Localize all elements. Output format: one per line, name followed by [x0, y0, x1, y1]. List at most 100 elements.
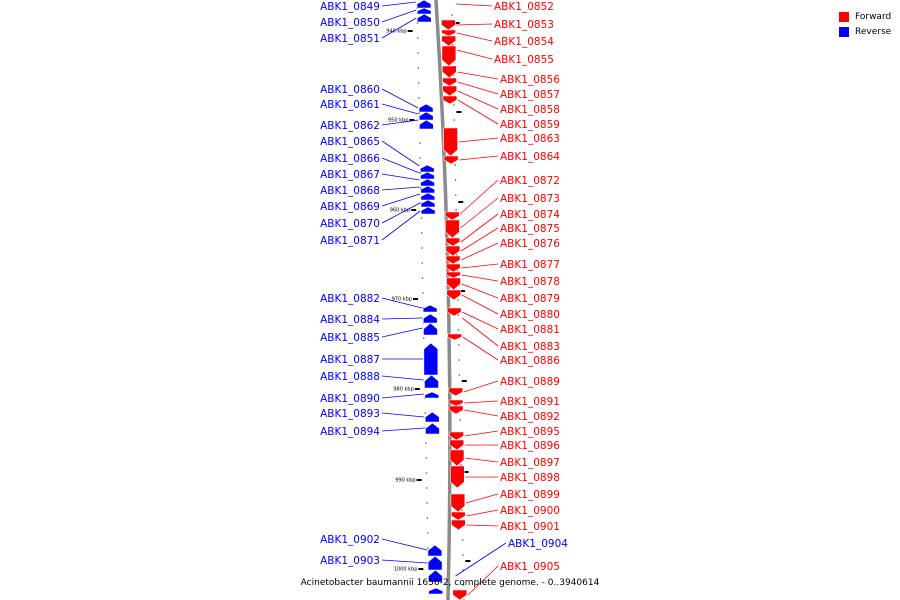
leader-line [460, 213, 499, 243]
forward-gene-arrow [449, 449, 465, 467]
reverse-gene-arrow [420, 206, 436, 215]
leader-line [464, 430, 499, 437]
reverse-gene-label: ABK1_0893 [320, 408, 380, 420]
backbone-dot [457, 299, 459, 301]
forward-gene-label: ABK1_0896 [500, 440, 560, 452]
reverse-gene-label: ABK1_0865 [320, 136, 380, 148]
reverse-gene-label: ABK1_0868 [320, 185, 380, 197]
forward-gene-labels: ABK1_0852 ABK1_0853 ABK1_0854 ABK1_0855 ABK1… [494, 1, 560, 573]
leader-line [461, 242, 499, 261]
backbone-dot [422, 337, 425, 339]
forward-gene-label: ABK1_0878 [500, 276, 560, 288]
tick-mark [465, 560, 471, 562]
reverse-gene-arrow [420, 185, 436, 194]
reverse-gene-label: ABK1_0884 [320, 314, 380, 326]
leader-line [381, 427, 425, 432]
reverse-gene-arrow [418, 103, 434, 113]
tick-label: 950 kbp [388, 118, 408, 124]
backbone-dot [462, 584, 465, 586]
forward-gene-arrow [444, 211, 460, 221]
leader-line [381, 375, 424, 381]
reverse-gene-label: ABK1_0870 [320, 218, 380, 230]
reverse-gene-arrow [424, 374, 439, 389]
forward-gene-label: ABK1_0899 [500, 489, 560, 501]
reverse-gene-arrow [422, 313, 438, 324]
leader-line [381, 157, 420, 174]
forward-gene-arrow [445, 255, 461, 265]
backbone-dot [426, 532, 429, 534]
reverse-genes [416, 0, 444, 595]
forward-gene-label: ABK1_0856 [500, 74, 560, 86]
tick-mark [418, 568, 424, 570]
backbone-dot [420, 217, 423, 219]
backbone-dot [424, 412, 427, 414]
backbone-dot [419, 142, 421, 144]
forward-gene-arrow [441, 29, 456, 37]
reverse-gene-label: ABK1_0850 [320, 17, 380, 29]
backbone-dot [416, 37, 419, 39]
leader-line [381, 173, 420, 181]
reverse-gene-label: ABK1_0860 [320, 84, 380, 96]
forward-gene-arrow [449, 439, 465, 451]
forward-gene-arrow [447, 333, 462, 341]
leader-line [467, 565, 499, 596]
reverse-gene-label: ABK1_0904 [508, 538, 568, 550]
forward-gene-arrow [442, 65, 457, 79]
backbone-dot [419, 157, 421, 159]
legend-reverse-label: Reverse [855, 26, 892, 37]
backbone-dot [458, 374, 461, 376]
leader-line [462, 336, 499, 361]
reverse-gene-label: ABK1_0851 [320, 33, 380, 45]
backbone-dot [420, 232, 423, 234]
backbone-dot [425, 457, 427, 459]
reverse-gene-label: ABK1_0887 [320, 354, 380, 366]
leader-line [381, 538, 428, 551]
leader-line [458, 137, 499, 143]
backbone-dot [454, 194, 457, 196]
reverse-leader-lines [381, 1, 507, 577]
forward-gene-label: ABK1_0889 [500, 376, 560, 388]
reverse-gene-arrow [416, 0, 432, 9]
forward-gene-arrow [445, 219, 460, 239]
forward-gene-arrow [441, 35, 457, 47]
legend-forward-label: Forward [855, 11, 892, 22]
forward-gene-arrow [449, 431, 464, 441]
reverse-gene-arrow [424, 411, 440, 423]
leader-line [464, 409, 499, 417]
leader-line [381, 297, 423, 309]
forward-gene-arrow [446, 277, 461, 291]
backbone-dot [421, 277, 424, 279]
leader-line [462, 317, 499, 347]
forward-gene-label: ABK1_0859 [500, 119, 560, 131]
leader-line [381, 9, 417, 23]
backbone-dot [421, 262, 424, 264]
reverse-gene-arrow [420, 171, 435, 180]
forward-gene-arrow [445, 245, 461, 257]
backbone-dot [425, 487, 428, 489]
forward-gene-arrow [443, 155, 459, 165]
backbone-dot [421, 247, 423, 249]
reverse-gene-arrow [420, 164, 435, 173]
reverse-gene-arrow [424, 391, 440, 399]
tick-label: 980 kbp [393, 387, 413, 393]
reverse-gene-label: ABK1_0862 [320, 120, 380, 132]
leader-line [381, 17, 417, 39]
reverse-gene-arrow [423, 322, 438, 336]
forward-gene-label: ABK1_0852 [494, 1, 554, 13]
backbone-dot [418, 112, 421, 114]
forward-gene-label: ABK1_0853 [494, 19, 554, 31]
reverse-gene-arrow [428, 569, 443, 583]
tick-mark [461, 380, 467, 382]
forward-leader-lines [456, 3, 499, 596]
reverse-gene-labels: ABK1_0849 ABK1_0850 ABK1_0851 ABK1_0860 ABK1… [320, 1, 568, 567]
backbone-dot [451, 44, 454, 46]
reverse-gene-label: ABK1_0890 [320, 393, 380, 405]
forward-swatch [839, 11, 849, 22]
tick-label: 960 kbp [390, 208, 410, 214]
forward-gene-label: ABK1_0891 [500, 396, 560, 408]
backbone-dot [457, 344, 460, 346]
reverse-gene-arrow [428, 587, 444, 595]
forward-genes [441, 19, 468, 600]
backbone-dot [425, 442, 427, 444]
